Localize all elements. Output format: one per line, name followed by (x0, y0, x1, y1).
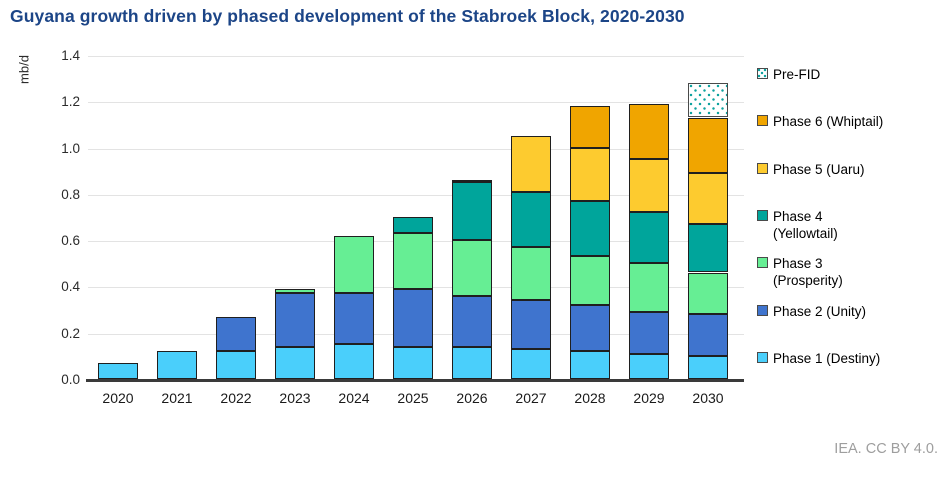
legend-label: Phase 6 (Whiptail) (773, 114, 884, 130)
bar-segment-2026-phase-5-uaru (452, 180, 492, 183)
bar-segment-2027-phase-1-destiny (511, 348, 551, 379)
x-axis-line (86, 379, 744, 382)
legend-label: Phase 1 (Destiny) (773, 350, 881, 366)
y-axis-unit-label: mb/d (16, 55, 32, 84)
bar-segment-2029-phase-6-whiptail (629, 103, 669, 160)
bar-segment-2027-phase-5-uaru (511, 136, 551, 192)
bar-segment-2028-phase-5-uaru (570, 147, 610, 201)
bar-segment-2024-phase-2-unity (334, 293, 374, 345)
x-axis-tick-label-2022: 2022 (220, 390, 252, 406)
x-axis-tick-label-2021: 2021 (161, 390, 193, 406)
x-axis-tick-label-2028: 2028 (574, 390, 606, 406)
bar-segment-2021-phase-1-destiny (157, 351, 197, 379)
bar-segment-2026-phase-2-unity (452, 295, 492, 347)
legend-swatch-icon (757, 209, 768, 221)
legend-swatch-icon (757, 257, 768, 269)
legend-label: Pre-FID (773, 67, 821, 82)
bar-segment-2027-phase-2-unity (511, 300, 551, 349)
bar-segment-2022-phase-1-destiny (216, 351, 256, 379)
bar-segment-2030-phase-6-whiptail (688, 117, 728, 173)
legend-swatch-icon (757, 115, 768, 127)
legend-swatch-icon (757, 304, 768, 316)
y-axis-tick-label: 0.6 (61, 233, 80, 249)
gridline (88, 102, 744, 104)
gridline (88, 194, 744, 196)
bar-segment-2027-phase-3-prosperity (511, 247, 551, 301)
bar-segment-2028-phase-2-unity (570, 304, 610, 352)
legend-label: Phase 2 (Unity) (773, 303, 867, 319)
y-axis-tick-label: 1.4 (61, 48, 80, 63)
bar-segment-2023-phase-2-unity (275, 293, 315, 347)
legend-swatch-icon (757, 351, 768, 363)
bar-segment-2026-phase-4-yellowtail (452, 182, 492, 241)
legend-label: Phase 3 (Prosperity) (773, 256, 843, 289)
y-axis-tick-label: 0.2 (61, 325, 80, 341)
bar-segment-2029-phase-5-uaru (629, 159, 669, 213)
bar-segment-2026-phase-3-prosperity (452, 240, 492, 296)
bar-segment-2028-phase-3-prosperity (570, 256, 610, 305)
bar-segment-2023-phase-1-destiny (275, 346, 315, 379)
x-axis-tick-label-2026: 2026 (456, 390, 488, 406)
bar-segment-2020-phase-1-destiny (98, 362, 138, 379)
y-axis-tick-label: 0.4 (61, 279, 80, 295)
license-credit: IEA. CC BY 4.0. (834, 441, 938, 457)
legend-label: Phase 5 (Uaru) (773, 161, 865, 177)
bar-segment-2023-phase-3-prosperity (275, 288, 315, 294)
y-axis-tick-label: 0.8 (61, 186, 80, 202)
bar-segment-2030-phase-2-unity (688, 314, 728, 356)
gridline (88, 148, 744, 150)
x-axis-tick-label-2029: 2029 (633, 390, 665, 406)
bar-segment-2029-phase-3-prosperity (629, 263, 669, 312)
x-axis-tick-label-2025: 2025 (397, 390, 429, 406)
y-axis-tick-label: 1.2 (61, 94, 80, 110)
bar-segment-2024-phase-1-destiny (334, 344, 374, 379)
bar-segment-2025-phase-4-yellowtail (393, 217, 433, 234)
bar-segment-2028-phase-1-destiny (570, 351, 610, 379)
bar-segment-2025-phase-3-prosperity (393, 233, 433, 289)
bar-segment-2025-phase-1-destiny (393, 346, 433, 379)
legend-label: Phase 4 (Yellowtail) (773, 208, 838, 241)
bar-segment-2029-phase-1-destiny (629, 353, 669, 379)
bar-segment-2027-phase-4-yellowtail (511, 191, 551, 247)
bar-segment-2030-phase-5-uaru (688, 173, 728, 224)
x-axis-tick-label-2027: 2027 (515, 390, 547, 406)
bar-segment-2028-phase-4-yellowtail (570, 200, 610, 257)
bar-segment-2026-phase-1-destiny (452, 346, 492, 379)
legend-swatch-icon (757, 162, 768, 174)
bar-segment-2022-phase-2-unity (216, 316, 256, 352)
bar-segment-2025-phase-2-unity (393, 288, 433, 347)
gridline (88, 56, 744, 57)
bar-segment-2029-phase-2-unity (629, 311, 669, 354)
x-axis-tick-label-2024: 2024 (338, 390, 370, 406)
x-axis-tick-label-2020: 2020 (102, 390, 134, 406)
chart-legend: Pre-FID Phase 6 (Whiptail) Phase 5 (Uaru) P… (757, 0, 947, 400)
y-axis-tick-label: 1.0 (61, 140, 80, 156)
x-axis-tick-label-2030: 2030 (692, 390, 724, 406)
bar-segment-2030-phase-3-prosperity (688, 272, 728, 315)
bar-segment-2029-phase-4-yellowtail (629, 212, 669, 264)
bar-segment-2028-phase-6-whiptail (570, 105, 610, 148)
bar-segment-2024-phase-3-prosperity (334, 235, 374, 294)
x-axis-tick-label-2023: 2023 (279, 390, 311, 406)
bar-segment-2030-pre-fid (688, 82, 728, 118)
bar-segment-2030-phase-1-destiny (688, 355, 728, 379)
y-axis-tick-label: 0.0 (61, 372, 80, 387)
bar-segment-2030-phase-4-yellowtail (688, 223, 728, 273)
legend-swatch-icon (757, 68, 768, 79)
chart-title: Guyana growth driven by phased developme… (10, 6, 685, 26)
